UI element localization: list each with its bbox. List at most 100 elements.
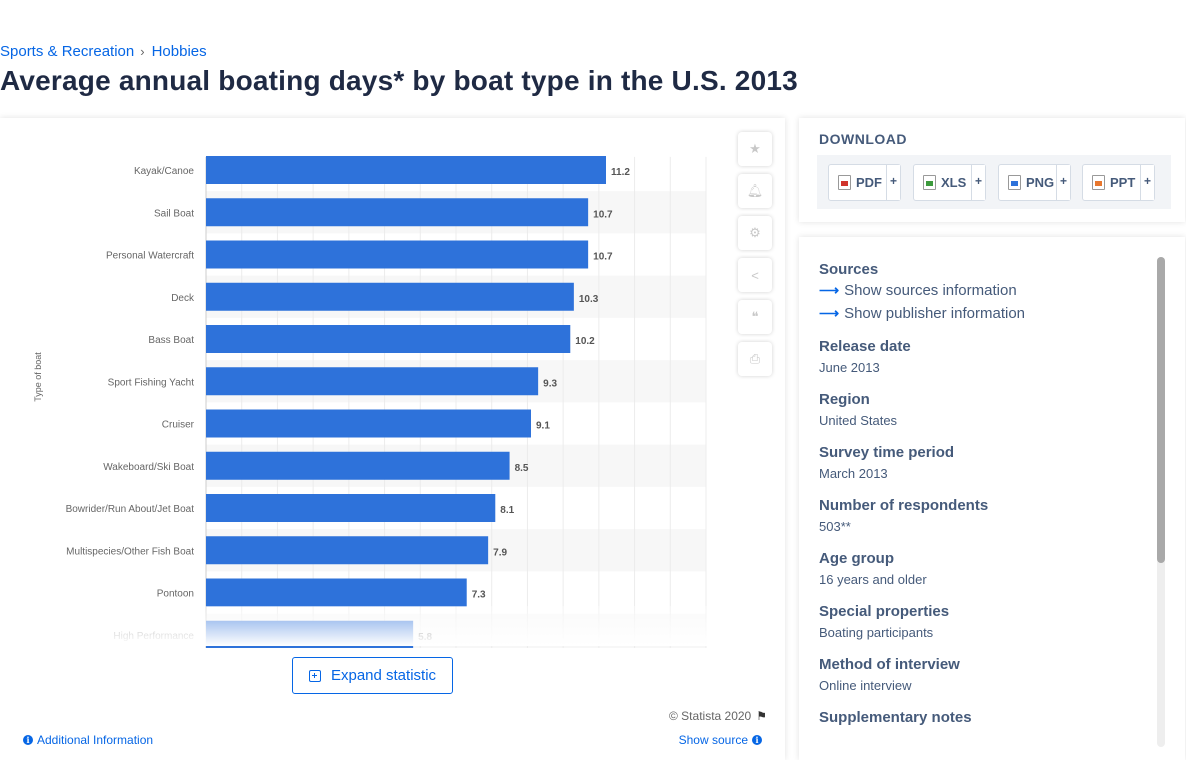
bar (206, 451, 510, 480)
ppt-file-icon (1092, 175, 1105, 190)
download-title: DOWNLOAD (819, 131, 907, 147)
detail-value: 16 years and older (819, 572, 927, 587)
category-label: Multispecies/Other Fish Boat (66, 546, 194, 557)
scrollbar-thumb[interactable] (1157, 257, 1165, 563)
copyright-text: © Statista 2020 (669, 709, 752, 723)
data-label: 8.5 (515, 463, 529, 474)
copyright: © Statista 2020 ⚑ (669, 709, 767, 723)
info-icon: i (752, 735, 762, 745)
flag-icon[interactable]: ⚑ (756, 709, 767, 723)
download-png-label: PNG (1026, 175, 1055, 190)
detail-item: Release date June 2013 (819, 338, 1149, 375)
category-label: Kayak/Canoe (134, 166, 194, 177)
download-ppt-label: PPT (1110, 175, 1136, 190)
detail-item: Survey time period March 2013 (819, 444, 1149, 481)
detail-value: Boating participants (819, 625, 934, 640)
additional-information-label: Additional Information (37, 733, 154, 747)
sources-section: Sources ⟶ Show sources information ⟶ Sho… (819, 261, 1149, 322)
y-axis-title: Type of boat (33, 352, 43, 402)
show-source-label: Show source (678, 733, 748, 747)
data-label: 8.1 (500, 505, 514, 516)
detail-label: Number of respondents (819, 497, 989, 514)
plus-icon[interactable]: + (1140, 165, 1154, 200)
chart-fade-overlay (0, 606, 720, 646)
chart-card: Type of boat Kayak/Canoe 11.2 Sail Boat 10.7… (0, 118, 785, 760)
detail-value: United States (819, 413, 898, 428)
info-icon: i (23, 735, 33, 745)
details-scrollbar[interactable] (1157, 257, 1165, 747)
detail-value: March 2013 (819, 466, 888, 481)
category-label: Pontoon (157, 589, 194, 600)
detail-item: Supplementary notes (819, 709, 1149, 726)
breadcrumb: Sports & Recreation › Hobbies (0, 43, 207, 60)
show-publisher-link[interactable]: ⟶ Show publisher information (819, 305, 1149, 322)
download-xls-label: XLS (941, 175, 967, 190)
detail-item: Region United States (819, 391, 1149, 428)
category-label: Bass Boat (148, 335, 194, 346)
detail-item: Method of interview Online interview (819, 656, 1149, 693)
category-label: Bowrider/Run About/Jet Boat (66, 504, 195, 515)
show-source-link[interactable]: Show source i (679, 733, 766, 747)
detail-value: 503** (819, 519, 851, 534)
detail-item: Number of respondents 503** (819, 497, 1149, 534)
category-label: Personal Watercraft (106, 251, 194, 262)
print-icon[interactable]: ⎙ (738, 342, 772, 376)
expand-statistic-button[interactable]: Expand statistic (292, 657, 453, 694)
additional-information-link[interactable]: i Additional Information (19, 733, 153, 747)
show-publisher-label: Show publisher information (844, 305, 1026, 322)
plus-icon[interactable]: + (886, 165, 900, 200)
download-buttons: PDF + XLS + PNG + PPT + (817, 155, 1171, 209)
category-label: Sail Boat (154, 208, 194, 219)
category-label: Sport Fishing Yacht (108, 377, 195, 388)
bar (206, 494, 496, 522)
bar-chart: Type of boat Kayak/Canoe 11.2 Sail Boat 10.7… (33, 156, 707, 648)
plus-icon[interactable]: + (1056, 165, 1070, 200)
expand-statistic-label: Expand statistic (330, 667, 437, 684)
data-label: 10.3 (579, 294, 599, 305)
data-label: 11.2 (611, 167, 630, 178)
download-ppt-button[interactable]: PPT + (1082, 164, 1155, 201)
plus-icon[interactable]: + (971, 165, 985, 200)
details-list: Sources ⟶ Show sources information ⟶ Sho… (819, 261, 1149, 742)
expand-icon (308, 669, 321, 682)
breadcrumb-item-hobbies[interactable]: Hobbies (151, 43, 207, 60)
detail-label: Supplementary notes (819, 709, 972, 726)
data-label: 9.1 (536, 421, 550, 432)
category-label: Deck (171, 293, 195, 304)
show-sources-link[interactable]: ⟶ Show sources information (819, 282, 1149, 299)
data-label: 10.7 (593, 209, 613, 220)
download-xls-button[interactable]: XLS + (913, 164, 986, 201)
bell-icon[interactable]: 🔔︎ (738, 174, 772, 208)
detail-item: Age group 16 years and older (819, 550, 1149, 587)
breadcrumb-separator: › (140, 44, 145, 59)
bar (206, 325, 571, 353)
bar (206, 409, 531, 438)
data-label: 7.9 (493, 547, 507, 558)
detail-value: June 2013 (819, 360, 880, 375)
download-panel: DOWNLOAD PDF + XLS + PNG + PPT + (799, 118, 1185, 222)
detail-label: Special properties (819, 603, 950, 620)
bar (206, 156, 606, 184)
detail-label: Region (819, 391, 870, 408)
star-icon[interactable]: ★ (738, 132, 772, 166)
share-icon[interactable]: < (738, 258, 772, 292)
breadcrumb-item-sports[interactable]: Sports & Recreation (0, 43, 135, 60)
bar (206, 367, 539, 396)
page-title: Average annual boating days* by boat typ… (0, 65, 798, 96)
arrow-right-icon: ⟶ (819, 305, 840, 321)
download-pdf-button[interactable]: PDF + (828, 164, 901, 201)
data-label: 10.7 (593, 252, 613, 263)
gear-icon[interactable]: ⚙ (738, 216, 772, 250)
chart-toolbar: ★ 🔔︎ ⚙ < ❝ ⎙ (738, 132, 772, 384)
detail-label: Method of interview (819, 656, 960, 673)
detail-label: Age group (819, 550, 894, 567)
category-label: Cruiser (162, 420, 195, 431)
detail-value: Online interview (819, 678, 912, 693)
download-png-button[interactable]: PNG + (998, 164, 1071, 201)
quote-icon[interactable]: ❝ (738, 300, 772, 334)
bar (206, 536, 489, 565)
download-pdf-label: PDF (856, 175, 882, 190)
data-label: 10.2 (575, 336, 595, 347)
detail-label: Release date (819, 338, 911, 355)
arrow-right-icon: ⟶ (819, 282, 840, 298)
